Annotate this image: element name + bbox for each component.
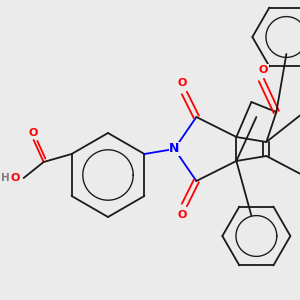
- Text: O: O: [29, 128, 38, 138]
- Text: N: N: [169, 142, 180, 155]
- Text: O: O: [259, 65, 268, 75]
- Text: H: H: [1, 173, 10, 183]
- Text: O: O: [178, 78, 187, 88]
- Text: O: O: [178, 210, 187, 220]
- Text: O: O: [11, 173, 20, 183]
